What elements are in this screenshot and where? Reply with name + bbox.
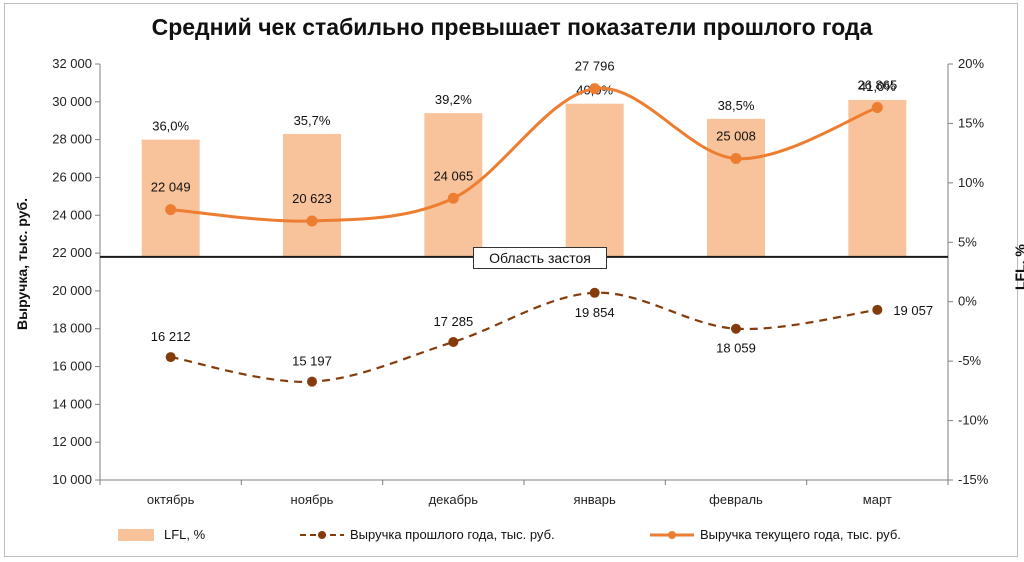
y2-tick-label: 10% bbox=[958, 175, 984, 190]
bar-lfl bbox=[141, 139, 200, 257]
y-tick-label: 26 000 bbox=[52, 169, 92, 184]
y2-tick-label: -5% bbox=[958, 353, 982, 368]
chart-frame bbox=[4, 3, 1018, 557]
y2-tick-label: 15% bbox=[958, 115, 984, 130]
line-prev-year bbox=[170, 291, 878, 383]
bar-lfl bbox=[283, 133, 341, 257]
y2-tick-label: 5% bbox=[958, 234, 977, 249]
point-curr-year bbox=[165, 204, 177, 216]
bar-lfl bbox=[565, 103, 624, 257]
y-tick-label: 16 000 bbox=[52, 359, 92, 374]
legend-label-lfl: LFL, % bbox=[164, 527, 206, 542]
x-tick-label: ноябрь bbox=[291, 492, 334, 507]
legend-item-prev-year: Выручка прошлого года, тыс. руб. bbox=[300, 527, 555, 542]
legend-swatch-prev-year bbox=[300, 530, 344, 539]
y-tick-label: 12 000 bbox=[52, 434, 92, 449]
point-prev-year bbox=[307, 376, 317, 387]
label-curr-year: 24 065 bbox=[433, 168, 473, 183]
chart-legend: LFL, % Выручка прошлого года, тыс. руб. … bbox=[0, 527, 1024, 549]
y-tick-label: 18 000 bbox=[52, 321, 92, 336]
point-curr-year bbox=[589, 83, 601, 95]
bar-lfl bbox=[848, 99, 907, 257]
label-prev-year: 17 285 bbox=[433, 314, 473, 329]
y-tick-label: 22 000 bbox=[52, 245, 92, 260]
line-curr-year bbox=[170, 86, 878, 223]
bar-label-lfl: 38,5% bbox=[718, 98, 755, 113]
point-prev-year bbox=[731, 323, 741, 334]
chart-title: Средний чек стабильно превышает показате… bbox=[151, 14, 873, 40]
label-curr-year: 22 049 bbox=[151, 180, 191, 195]
label-curr-year: 26 865 bbox=[857, 77, 897, 92]
point-curr-year bbox=[447, 192, 459, 204]
label-curr-year: 25 008 bbox=[716, 129, 756, 144]
x-tick-label: март bbox=[863, 492, 892, 507]
point-curr-year bbox=[306, 215, 318, 227]
x-tick-label: октябрь bbox=[147, 492, 195, 507]
y2-tick-label: -15% bbox=[958, 472, 989, 487]
y-tick-label: 20 000 bbox=[52, 283, 92, 298]
bar-lfl bbox=[707, 118, 765, 257]
legend-item-lfl: LFL, % bbox=[118, 527, 205, 542]
point-prev-year bbox=[448, 336, 459, 347]
bar-label-lfl: 41,0% bbox=[859, 79, 896, 94]
x-tick-label: февраль bbox=[709, 492, 763, 507]
y-tick-label: 30 000 bbox=[52, 94, 92, 109]
point-curr-year bbox=[871, 101, 883, 113]
legend-item-curr-year: Выручка текущего года, тыс. руб. bbox=[650, 527, 901, 542]
label-prev-year: 19 854 bbox=[575, 305, 615, 320]
y-tick-label: 32 000 bbox=[52, 56, 92, 71]
legend-label-curr-year: Выручка текущего года, тыс. руб. bbox=[700, 527, 901, 542]
y-tick-label: 10 000 bbox=[52, 472, 92, 487]
y-tick-label: 24 000 bbox=[52, 207, 92, 222]
label-prev-year: 16 212 bbox=[151, 329, 191, 344]
label-prev-year: 19 057 bbox=[893, 303, 933, 318]
point-prev-year bbox=[165, 352, 176, 363]
point-curr-year bbox=[730, 153, 742, 165]
x-tick-label: декабрь bbox=[429, 492, 479, 507]
y-tick-label: 14 000 bbox=[52, 396, 92, 411]
label-curr-year: 27 796 bbox=[575, 59, 615, 74]
label-prev-year: 15 197 bbox=[292, 354, 332, 369]
legend-swatch-curr-year bbox=[650, 530, 694, 539]
bar-label-lfl: 36,0% bbox=[152, 119, 189, 134]
point-prev-year bbox=[872, 304, 883, 315]
y2-tick-label: -10% bbox=[958, 413, 989, 428]
bar-label-lfl: 39,2% bbox=[435, 92, 472, 107]
bar-label-lfl: 35,7% bbox=[294, 113, 331, 128]
y-tick-label: 28 000 bbox=[52, 132, 92, 147]
legend-swatch-lfl bbox=[118, 528, 154, 541]
point-prev-year bbox=[589, 287, 600, 298]
y2-tick-label: 0% bbox=[958, 294, 977, 309]
label-prev-year: 18 059 bbox=[716, 341, 756, 356]
stagnation-zone-label: Область застоя bbox=[473, 247, 607, 269]
legend-label-prev-year: Выручка прошлого года, тыс. руб. bbox=[350, 527, 555, 542]
x-tick-label: январь bbox=[574, 492, 616, 507]
y2-tick-label: 20% bbox=[958, 56, 984, 71]
label-curr-year: 20 623 bbox=[292, 191, 332, 206]
